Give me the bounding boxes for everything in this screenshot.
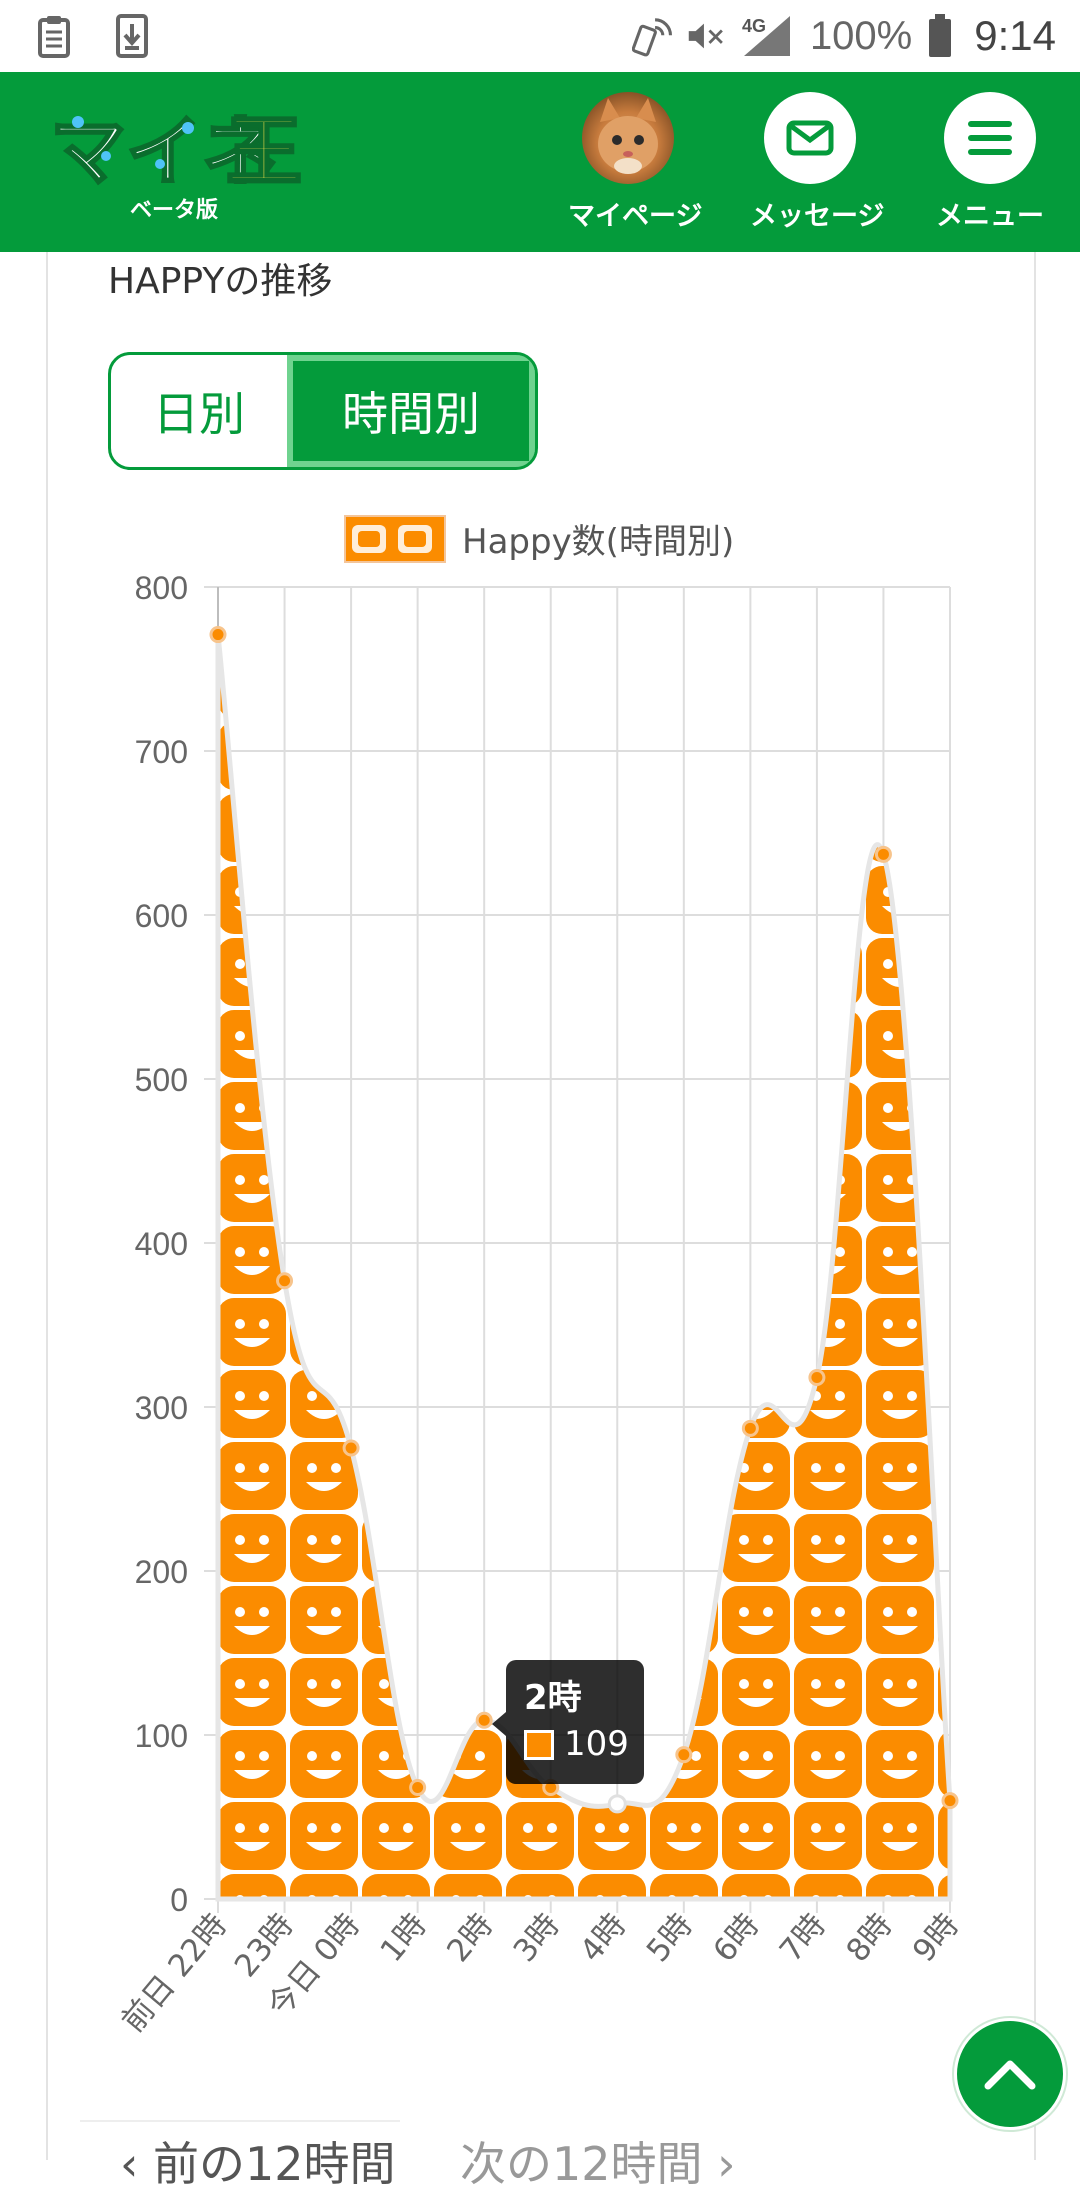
data-point[interactable] — [941, 1792, 959, 1810]
x-tick-label: 5時 — [640, 1907, 700, 1969]
section-title: HAPPYの推移 — [108, 261, 333, 302]
chart-tooltip: 2時 109 — [492, 1660, 644, 1784]
tooltip-title: 2時 — [524, 1678, 582, 1718]
data-point[interactable] — [276, 1272, 294, 1290]
y-tick-label: 100 — [135, 1718, 188, 1754]
y-tick-label: 800 — [135, 570, 188, 606]
battery-percent: 100% — [809, 13, 913, 58]
battery-icon — [926, 12, 954, 60]
chevron-up-icon — [984, 2060, 1036, 2090]
x-tick-label: 前日 22時 — [115, 1907, 234, 2039]
data-point[interactable] — [209, 626, 227, 644]
data-point[interactable] — [475, 1711, 493, 1729]
data-point[interactable] — [342, 1439, 360, 1457]
legend-label: Happy数(時間別) — [462, 522, 735, 562]
pager-divider — [80, 2120, 400, 2122]
status-bar: 4G 100% 9:14 — [0, 0, 1080, 72]
menu-label: メニュー — [936, 201, 1044, 232]
message-button[interactable]: メッセージ — [750, 92, 885, 233]
x-tick-label: 9時 — [906, 1907, 966, 1969]
logo-beta-label: ベータ版 — [130, 198, 219, 223]
y-tick-label: 600 — [135, 898, 188, 934]
toggle-daily[interactable]: 日別 — [153, 387, 245, 441]
clipboard-icon — [34, 12, 74, 60]
download-icon — [112, 12, 152, 60]
tooltip-swatch — [524, 1730, 554, 1760]
y-tick-label: 0 — [170, 1882, 188, 1918]
menu-button[interactable]: メニュー — [930, 92, 1050, 233]
site-logo[interactable]: マイネ 王 ベータ版 — [48, 100, 308, 224]
hamburger-icon — [968, 121, 1012, 155]
mute-icon — [686, 12, 726, 60]
x-tick-label: 8時 — [839, 1907, 899, 1969]
svg-text:4G: 4G — [742, 16, 766, 36]
next-12h-link[interactable]: 次の12時間 › — [460, 2137, 736, 2191]
y-axis: 0 100 200 300 400 500 600 700 800 — [135, 570, 188, 1918]
signal-icon: 4G — [740, 12, 796, 60]
app-header: マイネ 王 ベータ版 マイページ — [0, 72, 1080, 252]
scroll-top-button[interactable] — [954, 2018, 1066, 2130]
tooltip-value: 109 — [564, 1724, 629, 1764]
prev-12h-link[interactable]: ‹ 前の12時間 — [120, 2137, 396, 2191]
x-tick-label: 7時 — [773, 1907, 833, 1969]
avatar — [582, 92, 674, 184]
clock: 9:14 — [974, 12, 1056, 59]
y-tick-label: 500 — [135, 1062, 188, 1098]
y-tick-label: 400 — [135, 1226, 188, 1262]
svg-text:マイネ: マイネ — [50, 107, 278, 196]
x-tick-label: 6時 — [706, 1907, 766, 1969]
data-point[interactable] — [607, 1794, 627, 1814]
logo-graphic: マイネ 王 — [49, 106, 304, 198]
data-point[interactable] — [874, 845, 892, 863]
toggle-hourly[interactable]: 時間別 — [287, 355, 535, 467]
y-tick-label: 300 — [135, 1390, 188, 1426]
mypage-button[interactable]: マイページ — [568, 92, 703, 233]
y-tick-label: 700 — [135, 734, 188, 770]
period-toggle: 日別 時間別 — [108, 352, 538, 470]
data-point[interactable] — [741, 1419, 759, 1437]
y-tick-label: 200 — [135, 1554, 188, 1590]
nfc-phone-icon — [631, 12, 672, 60]
legend-swatch — [344, 514, 446, 563]
series-points — [209, 626, 959, 1814]
data-point[interactable] — [675, 1746, 693, 1764]
data-point[interactable] — [808, 1368, 826, 1386]
message-label: メッセージ — [750, 201, 885, 232]
series-area — [215, 634, 953, 1902]
svg-text:王: 王 — [226, 107, 302, 196]
x-tick-label: 3時 — [507, 1907, 567, 1969]
mypage-label: マイページ — [568, 201, 703, 232]
x-tick-label: 2時 — [440, 1907, 500, 1969]
chart-legend[interactable]: Happy数(時間別) — [344, 514, 734, 563]
envelope-icon — [786, 120, 834, 156]
pager: ‹ 前の12時間 次の12時間 › — [80, 2120, 960, 2191]
x-tick-label: 4時 — [573, 1907, 633, 1969]
x-tick-label: 1時 — [374, 1907, 434, 1969]
data-point[interactable] — [409, 1778, 427, 1796]
